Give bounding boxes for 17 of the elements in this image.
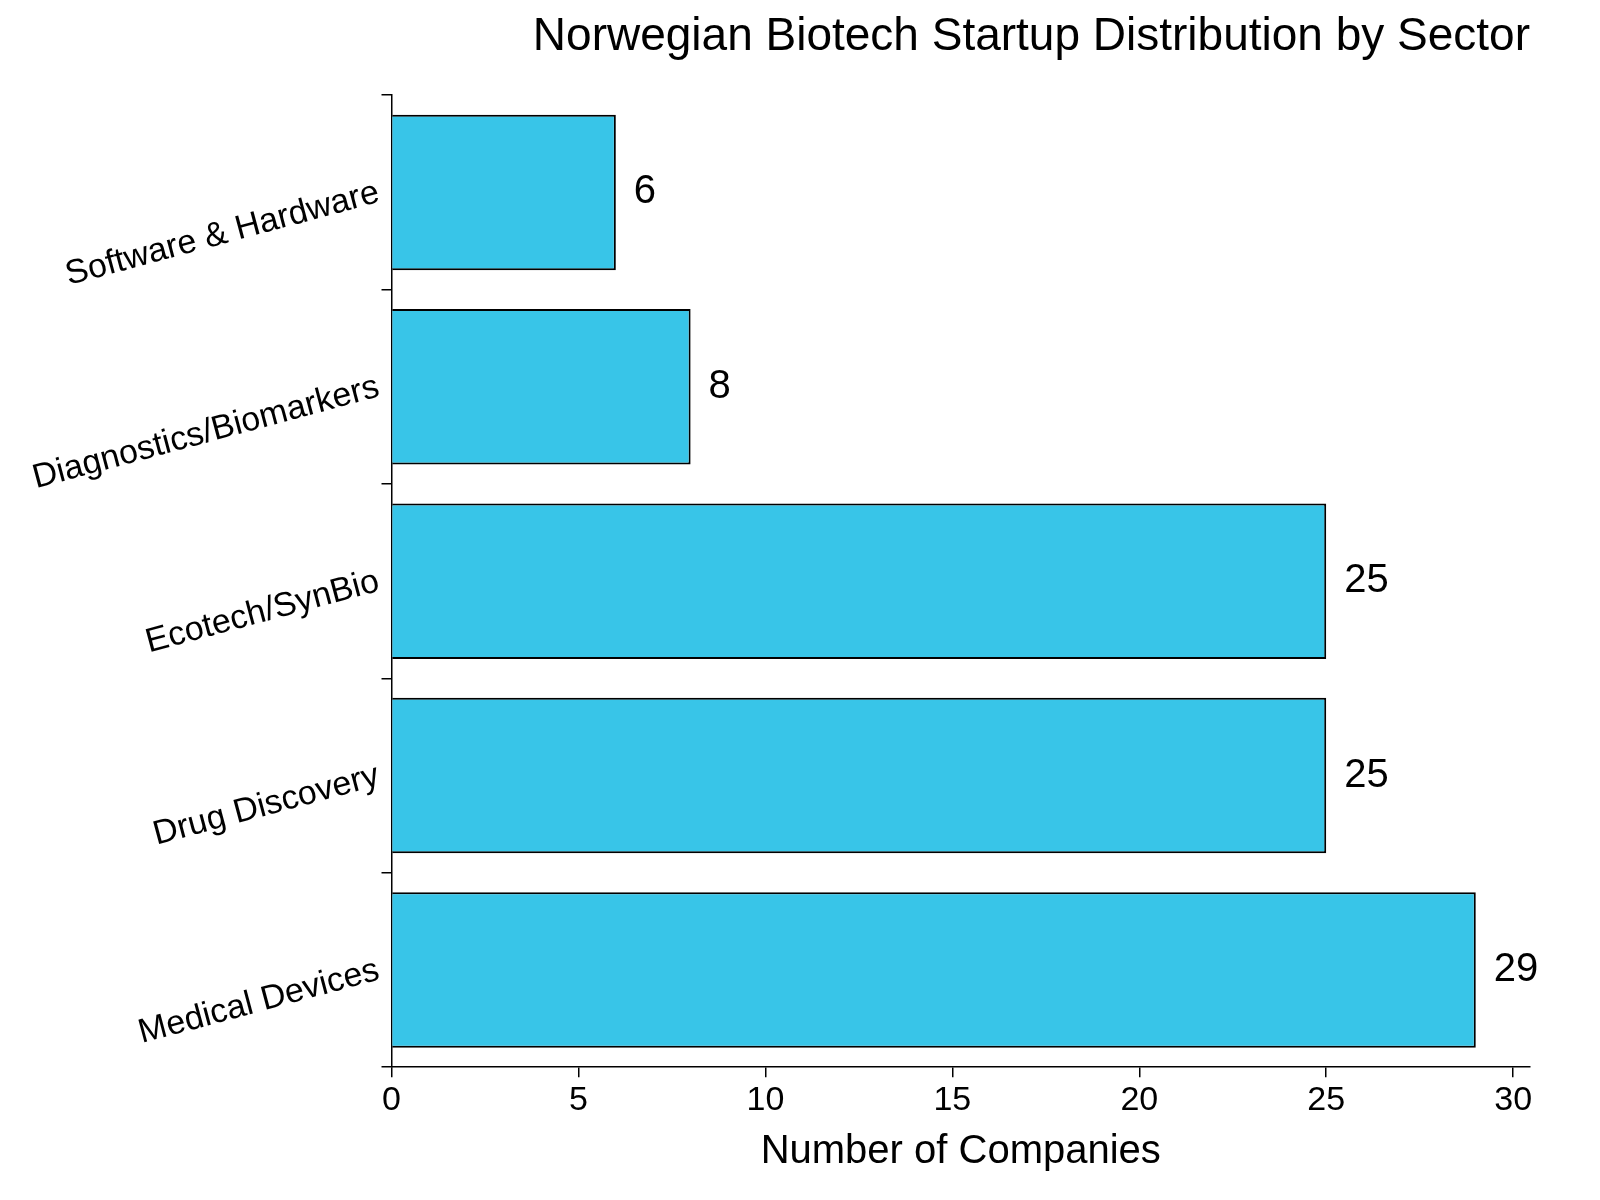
y-tick-label: Medical Devices bbox=[133, 949, 383, 1050]
x-tick-label: 25 bbox=[1307, 1078, 1346, 1117]
x-tick-label: 5 bbox=[568, 1078, 588, 1117]
data-label: 6 bbox=[633, 167, 657, 212]
x-tick-label: 30 bbox=[1494, 1078, 1533, 1117]
x-tick-label: 20 bbox=[1120, 1078, 1159, 1117]
data-label: 25 bbox=[1344, 556, 1389, 601]
y-tick-label: Software & Hardware bbox=[60, 171, 383, 292]
data-label: 8 bbox=[708, 361, 731, 406]
y-tick-label: Drug Discovery bbox=[148, 754, 383, 852]
x-axis-title: Number of Companies bbox=[760, 1127, 1161, 1172]
data-label: 29 bbox=[1493, 945, 1539, 990]
data-label: 25 bbox=[1344, 750, 1389, 795]
x-tick-label: 10 bbox=[746, 1078, 785, 1117]
x-tick-label: 0 bbox=[382, 1078, 401, 1117]
chart-title: Norwegian Biotech Startup Distribution by Sector bbox=[532, 8, 1530, 61]
x-tick-label: 15 bbox=[933, 1078, 972, 1117]
